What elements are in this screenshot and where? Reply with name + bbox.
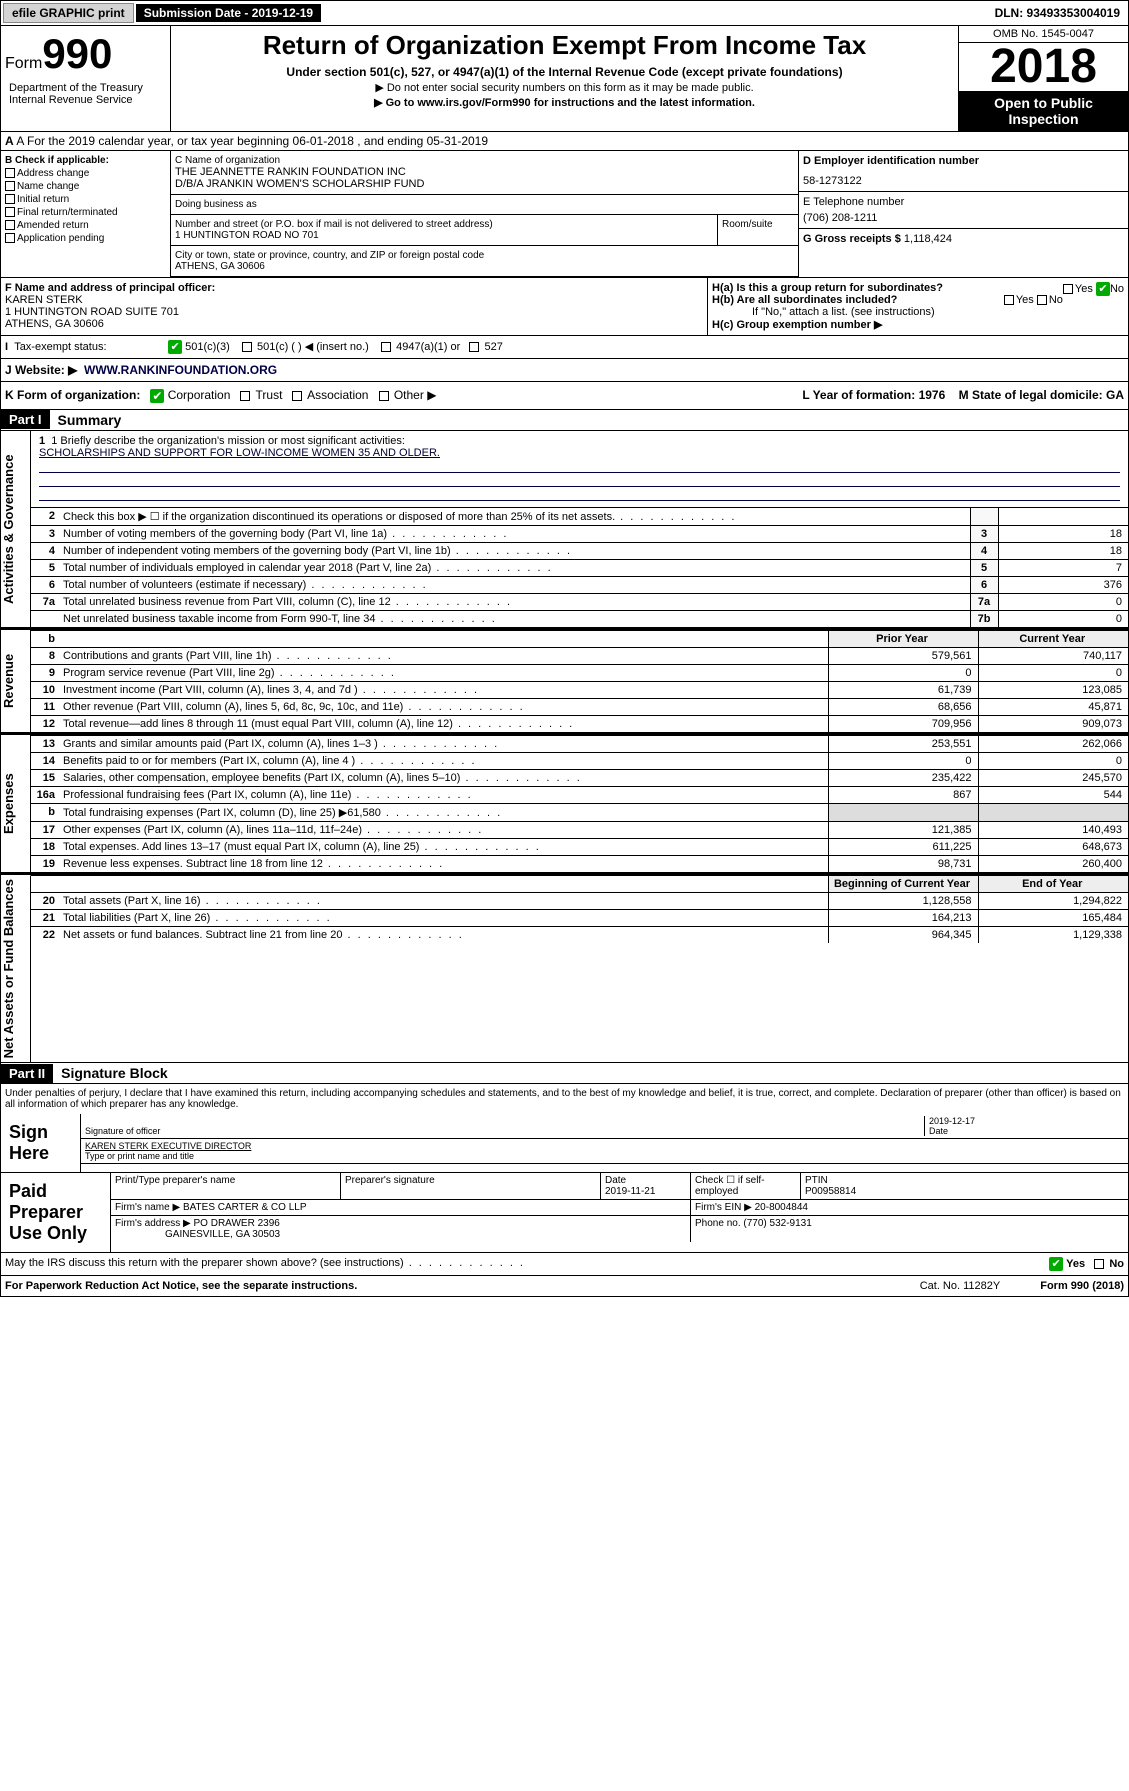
row-f-h: F Name and address of principal officer:… [0,278,1129,336]
vtab-governance: Activities & Governance [1,431,31,627]
efile-button[interactable]: efile GRAPHIC print [3,3,134,23]
ein-box: D Employer identification number 58-1273… [799,151,1128,192]
form-subtitle: Under section 501(c), 527, or 4947(a)(1)… [175,65,954,79]
revenue-table: bPrior YearCurrent Year8Contributions an… [31,630,1128,732]
gross-receipts: G Gross receipts $ 1,118,424 [799,229,1128,249]
chk-initial-return[interactable] [5,194,15,204]
netassets-table: Beginning of Current YearEnd of Year20To… [31,875,1128,943]
chk-amended[interactable] [5,220,15,230]
expenses-table: 13Grants and similar amounts paid (Part … [31,735,1128,872]
paid-preparer-label: Paid Preparer Use Only [1,1173,111,1252]
department: Department of the Treasury Internal Reve… [5,78,166,110]
vtab-expenses: Expenses [1,735,31,872]
chk-name-change[interactable] [5,181,15,191]
open-to-public: Open to Public Inspection [959,91,1128,131]
mission: 1 1 Briefly describe the organization's … [31,431,1128,507]
signature-block: Under penalties of perjury, I declare th… [0,1084,1129,1253]
chk-corporation: ✔ [150,389,164,403]
part2-header: Part II Signature Block [0,1063,1129,1084]
note-ssn: ▶ Do not enter social security numbers o… [175,81,954,94]
room-suite: Room/suite [718,215,798,246]
note-link: ▶ Go to www.irs.gov/Form990 for instruct… [175,96,954,109]
website-link[interactable]: WWW.RANKINFOUNDATION.ORG [84,363,277,377]
org-name: THE JEANNETTE RANKIN FOUNDATION INC [175,166,794,178]
part1-header: Part I Summary [0,410,1129,431]
principal-officer: F Name and address of principal officer:… [1,278,708,335]
dln: DLN: 93493353004019 [987,4,1128,22]
dba-box: Doing business as [171,195,798,215]
discuss-yes-checked: ✔ [1049,1257,1063,1271]
sign-here-label: Sign Here [1,1114,81,1172]
discuss-row: May the IRS discuss this return with the… [0,1253,1129,1276]
header: Form990 Department of the Treasury Inter… [0,26,1129,132]
ha-no-checked: ✔ [1096,282,1110,296]
summary-block: Activities & Governance 1 1 Briefly desc… [0,431,1129,628]
tax-year: 2018 [959,43,1128,91]
telephone-box: E Telephone number (706) 208-1211 [799,192,1128,229]
city-state-zip: City or town, state or province, country… [171,246,798,277]
tax-exempt-status: I Tax-exempt status: ✔ 501(c)(3) 501(c) … [0,336,1129,359]
group-return: H(a) Is this a group return for subordin… [708,278,1128,335]
row-a-period: A A For the 2019 calendar year, or tax y… [0,132,1129,151]
col-b-checkboxes: B Check if applicable: Address change Na… [1,151,171,277]
topbar: efile GRAPHIC print Submission Date - 20… [0,0,1129,26]
website-row: J Website: ▶ WWW.RANKINFOUNDATION.ORG [0,359,1129,382]
info-grid: B Check if applicable: Address change Na… [0,151,1129,278]
org-dba: D/B/A JRANKIN WOMEN'S SCHOLARSHIP FUND [175,178,794,190]
chk-application-pending[interactable] [5,233,15,243]
vtab-netassets: Net Assets or Fund Balances [1,875,31,1062]
org-name-box: C Name of organization THE JEANNETTE RAN… [171,151,798,195]
chk-final-return[interactable] [5,207,15,217]
governance-table: 2Check this box ▶ ☐ if the organization … [31,507,1128,627]
form-title: Return of Organization Exempt From Incom… [175,30,954,61]
row-k: K Form of organization: ✔ Corporation Tr… [0,382,1129,410]
submission-date: Submission Date - 2019-12-19 [136,4,321,22]
perjury-statement: Under penalties of perjury, I declare th… [1,1084,1128,1114]
form-number: Form990 [5,30,166,78]
chk-501c3: ✔ [168,340,182,354]
chk-address-change[interactable] [5,168,15,178]
footer: For Paperwork Reduction Act Notice, see … [0,1276,1129,1297]
vtab-revenue: Revenue [1,630,31,732]
street-address: Number and street (or P.O. box if mail i… [171,215,718,246]
